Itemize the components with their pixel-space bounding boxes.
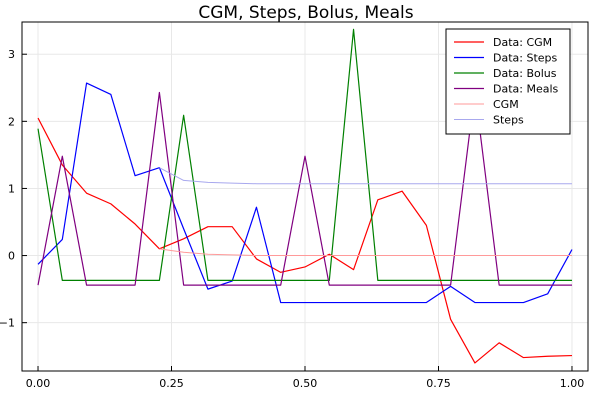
x-tick-label: 0.25 xyxy=(159,377,184,390)
series-line-data-cgm xyxy=(37,117,572,364)
series-line-data-bolus xyxy=(37,28,572,281)
legend-label: Data: Meals xyxy=(493,83,559,96)
x-tick-label: 0.00 xyxy=(26,377,51,390)
legend-label: Steps xyxy=(493,114,524,127)
y-tick-label: 2 xyxy=(8,115,15,128)
series-line-cgm xyxy=(159,248,572,257)
legend: Data: CGM Data: Steps Data: Bolus Data: Mea… xyxy=(445,28,571,135)
y-tick-label: 1 xyxy=(8,182,15,195)
y-tick-label: −1 xyxy=(0,317,15,330)
series-layer xyxy=(37,28,573,364)
legend-label: Data: CGM xyxy=(493,36,552,49)
x-tick-label: 0.75 xyxy=(426,377,451,390)
x-tick-label: 1.00 xyxy=(560,377,585,390)
series-line-data-steps xyxy=(37,82,573,304)
series-line-steps xyxy=(159,167,572,185)
axis-layer: 0.00 0.25 0.50 0.75 1.00 −1 0 1 2 3 xyxy=(0,48,584,390)
legend-box xyxy=(445,28,571,135)
x-tick-label: 0.50 xyxy=(293,377,318,390)
y-tick-label: 3 xyxy=(8,48,15,61)
series-line-data-meals xyxy=(37,89,572,286)
chart-title: CGM, Steps, Bolus, Meals xyxy=(198,3,413,23)
legend-label: CGM xyxy=(493,98,519,111)
legend-label: Data: Bolus xyxy=(493,67,557,80)
y-tick-label: 0 xyxy=(8,250,15,263)
legend-label: Data: Steps xyxy=(493,52,558,65)
